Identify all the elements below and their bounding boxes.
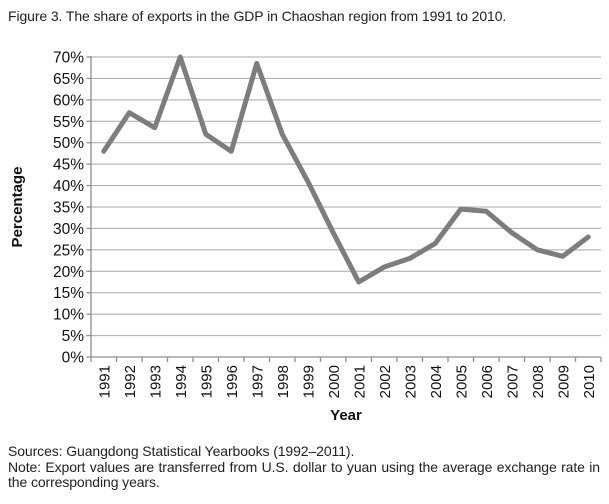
y-tick-label: 10%: [53, 307, 84, 324]
note-line: Note: Export values are transferred from…: [8, 458, 600, 490]
y-tick-label: 35%: [53, 200, 84, 217]
x-tick-label: 2009: [555, 365, 572, 398]
x-tick-label: 1993: [147, 365, 164, 398]
x-axis-title: Year: [330, 407, 362, 424]
x-tick-label: 1991: [96, 365, 113, 398]
x-tick-label: 2010: [581, 365, 598, 398]
figure-caption: Figure 3. The share of exports in the GD…: [8, 8, 507, 24]
x-tick-label: 1995: [198, 365, 215, 398]
x-tick-label: 1998: [275, 365, 292, 398]
y-axis-title: Percentage: [9, 167, 26, 248]
x-tick-label: 2003: [402, 365, 419, 398]
x-tick-label: 1997: [249, 365, 266, 398]
y-tick-label: 25%: [53, 242, 84, 259]
y-tick-label: 50%: [53, 135, 84, 152]
y-tick-label: 45%: [53, 157, 84, 174]
chart-svg: 0% 5% 10% 15% 20% 25% 30% 35% 40% 45% 50% 55% 60% 65%…: [9, 50, 602, 424]
data-line: [101, 54, 591, 285]
y-tick-label: 15%: [53, 285, 84, 302]
y-tick-label: 20%: [53, 264, 84, 281]
y-tick-label: 30%: [53, 221, 84, 238]
x-tick-label: 1994: [173, 365, 190, 398]
y-tick-label: 40%: [53, 178, 84, 195]
y-tick-label: 70%: [53, 50, 84, 67]
x-tick-label: 2007: [504, 365, 521, 398]
x-tick-label: 2008: [530, 365, 547, 398]
chart: 0% 5% 10% 15% 20% 25% 30% 35% 40% 45% 50% 55% 60% 65%…: [0, 38, 609, 438]
x-tick-label: 1999: [300, 365, 317, 398]
x-tick-label: 2002: [377, 365, 394, 398]
y-tick-label: 0%: [62, 350, 85, 367]
sources-line: Sources: Guangdong Statistical Yearbooks…: [8, 443, 355, 459]
y-tick-label: 55%: [53, 114, 84, 131]
x-tick-label: 1992: [122, 365, 139, 398]
y-tick-label: 60%: [53, 92, 84, 109]
x-tick-label: 2000: [326, 365, 343, 398]
y-tick-label: 5%: [62, 328, 85, 345]
y-tick-label: 65%: [53, 71, 84, 88]
x-tick-label: 1996: [224, 365, 241, 398]
x-tick-label: 2005: [453, 365, 470, 398]
x-tick-label: 2004: [428, 365, 445, 398]
figure-notes: Sources: Guangdong Statistical Yearbooks…: [8, 443, 600, 491]
x-tick-label: 2001: [351, 365, 368, 398]
x-tick-label: 2006: [479, 365, 496, 398]
